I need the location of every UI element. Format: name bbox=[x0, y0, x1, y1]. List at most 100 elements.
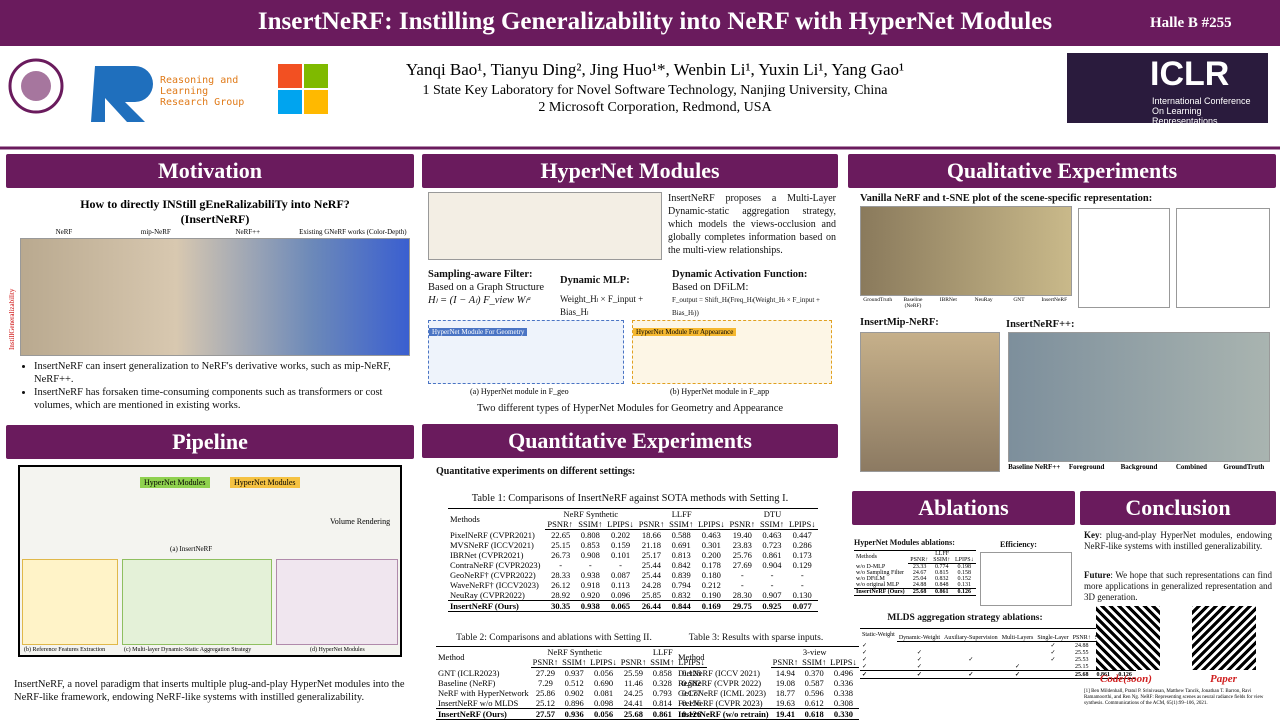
cell: 19.41 bbox=[770, 708, 801, 720]
group-header bbox=[896, 628, 1071, 635]
table-row: GeoNeRF† (CVPR2022) 28.33 0.938 0.087 25.44 0… bbox=[448, 570, 818, 580]
act-title: Dynamic Activation Function: bbox=[672, 269, 808, 280]
cell: 25.04 bbox=[912, 576, 927, 582]
column-header: PSNR↑ bbox=[618, 657, 649, 668]
cell: 19.40 bbox=[732, 530, 752, 540]
module-app: HyperNet Module For Appearance bbox=[632, 320, 832, 384]
paper-link[interactable]: Paper bbox=[1210, 673, 1237, 685]
cell: 0.156 bbox=[682, 698, 702, 708]
cell: 0.173 bbox=[792, 550, 812, 560]
cell: 0.907 bbox=[762, 590, 782, 600]
panel-label: Existing GNeRF works (Color-Depth) bbox=[299, 228, 407, 236]
row-label: GeoNeRF† (CVPR2022) bbox=[450, 570, 536, 580]
section-header: Ablations bbox=[852, 491, 1075, 525]
axis-label: InstillGeneralizability bbox=[8, 288, 16, 350]
cell: ✓ bbox=[1050, 657, 1056, 663]
key: Key: plug-and-play HyperNet modules, end… bbox=[1084, 530, 1272, 552]
cell: 29.75 bbox=[727, 600, 758, 612]
cell bbox=[897, 642, 942, 650]
cell: 0.918 bbox=[580, 580, 600, 590]
row-label: DietNeRF (ICCV 2021) bbox=[678, 667, 761, 678]
cell: 0.152 bbox=[957, 576, 972, 582]
caption: Two different types of HyperNet Modules … bbox=[476, 403, 784, 414]
table: Method NeRF Synthetic LLFF PSNR↑ SSIM↑ LPIPS↓… bbox=[436, 646, 707, 720]
cell: 28.30 bbox=[732, 590, 752, 600]
cell: 0.169 bbox=[695, 600, 728, 612]
table-row: InsertNeRF (w/o retrain) 19.41 0.618 0.330 bbox=[676, 708, 859, 720]
group-header: NeRF Synthetic bbox=[530, 646, 619, 657]
table-row: MVSNeRF (ICCV2021) 25.15 0.853 0.159 21.18 0.… bbox=[448, 540, 818, 550]
cell: 26.44 bbox=[636, 600, 667, 612]
cell: 0.813 bbox=[671, 550, 691, 560]
cell bbox=[942, 642, 1000, 650]
image-label: Foreground bbox=[1068, 463, 1105, 471]
image-label: Combined bbox=[1175, 463, 1207, 471]
cell: 0.596 bbox=[804, 688, 824, 698]
bullet: InsertNeRF has forsaken time-consuming c… bbox=[34, 386, 400, 412]
cell: 0.096 bbox=[610, 590, 631, 600]
column-header: Auxiliary-Supervision bbox=[942, 635, 1000, 642]
table-row: FreeNeRF (CVPR 2023) 19.63 0.612 0.308 bbox=[676, 698, 859, 709]
cell: ✓ bbox=[916, 657, 922, 663]
module-title: HyperNet Module For Geometry bbox=[429, 328, 528, 336]
image-label: IBRNet bbox=[939, 297, 957, 303]
column-header: SSIM↑ bbox=[560, 657, 589, 668]
table-row: ✓✓✓✓25.530.8500.131 bbox=[860, 656, 1136, 664]
plus-label: InsertNeRF++: bbox=[1006, 319, 1075, 330]
column-header: Method bbox=[436, 646, 531, 668]
description: InsertNeRF proposes a Multi-Layer Dynami… bbox=[668, 193, 836, 256]
row-label: ContraNeRF (CVPR2023) bbox=[450, 560, 541, 570]
cell: ✓ bbox=[1050, 643, 1056, 649]
fig-label: HyperNet Modules bbox=[230, 477, 300, 488]
cell: ✓ bbox=[1015, 664, 1021, 670]
figure-image bbox=[860, 332, 1000, 472]
figure-image bbox=[860, 206, 1072, 296]
mip-label: InsertMip-NeRF: bbox=[860, 317, 939, 328]
qr-code[interactable] bbox=[1096, 606, 1160, 670]
column-header: Methods bbox=[448, 508, 546, 530]
figure-image bbox=[20, 238, 410, 356]
column-header: LPIPS↓ bbox=[828, 657, 859, 668]
formula: Weight_Hₗ × F_input + Bias_Hₗ bbox=[560, 294, 644, 317]
table: Method 3-view PSNR↑ SSIM↑ LPIPS↓ DietNeRF (IC… bbox=[676, 646, 859, 720]
cell: 0.936 bbox=[560, 708, 589, 720]
cell: 11.46 bbox=[624, 678, 643, 688]
table-row: w/o D-MLP 23.33 0.774 0.198 bbox=[854, 564, 976, 570]
caption: Table 3: Results with sparse inputs. bbox=[688, 633, 824, 643]
section-header: HyperNet Modules bbox=[422, 154, 838, 188]
cell: 19.63 bbox=[775, 698, 795, 708]
table-row: RegNeRF (CVPR 2022) 19.08 0.587 0.336 bbox=[676, 678, 859, 688]
cell: 0.908 bbox=[580, 550, 600, 560]
section-header: Qualitative Experiments bbox=[848, 154, 1276, 188]
caption: InsertNeRF, a novel paradigm that insert… bbox=[14, 679, 405, 703]
fig-label: (c) Multi-layer Dynamic-Static Aggregati… bbox=[124, 647, 252, 653]
cell: 0.848 bbox=[935, 582, 949, 588]
cell: 24.67 bbox=[912, 570, 927, 576]
data-table: Method 3-view PSNR↑ SSIM↑ LPIPS↓ DietNeRF (IC… bbox=[676, 646, 859, 720]
code-link[interactable]: Code(soon) bbox=[1100, 673, 1152, 685]
row-label: Baseline (NeRF) bbox=[438, 678, 496, 688]
authors: Yanqi Bao¹, Tianyu Ding², Jing Huo¹*, We… bbox=[405, 60, 905, 79]
cell: 0.128 bbox=[682, 668, 702, 678]
cell: 0.925 bbox=[757, 600, 787, 612]
group-header: LLFF bbox=[908, 550, 976, 557]
booth: Halle B #255 bbox=[1150, 15, 1232, 31]
column-header: PSNR↑ bbox=[727, 519, 758, 530]
qr-code[interactable] bbox=[1192, 606, 1256, 670]
column-header: PSNR↑ bbox=[545, 519, 576, 530]
cell: 0.131 bbox=[957, 582, 972, 588]
subtitle: HyperNet Modules ablations: bbox=[854, 538, 955, 547]
cell: 14.94 bbox=[775, 668, 795, 678]
figure-image bbox=[1008, 332, 1270, 462]
table-row: GeCoNeRF (ICML 2023) 18.77 0.596 0.338 bbox=[676, 688, 859, 698]
cell: 0.177 bbox=[682, 688, 702, 698]
data-table: Methods LLFF PSNR↑ SSIM↑ LPIPS↓ w/o D-MLP 23.3… bbox=[854, 550, 976, 596]
column-header: SSIM↑ bbox=[800, 657, 829, 668]
key-label: Key bbox=[1084, 530, 1100, 540]
sub-caption: (a) HyperNet module in F_geo bbox=[470, 387, 569, 396]
cell: 25.76 bbox=[732, 550, 752, 560]
cell: - bbox=[740, 580, 744, 590]
cell: 0.130 bbox=[792, 590, 812, 600]
row-label: ✓ bbox=[862, 664, 868, 670]
data-table: Method NeRF Synthetic LLFF PSNR↑ SSIM↑ LPIPS↓… bbox=[436, 646, 707, 720]
